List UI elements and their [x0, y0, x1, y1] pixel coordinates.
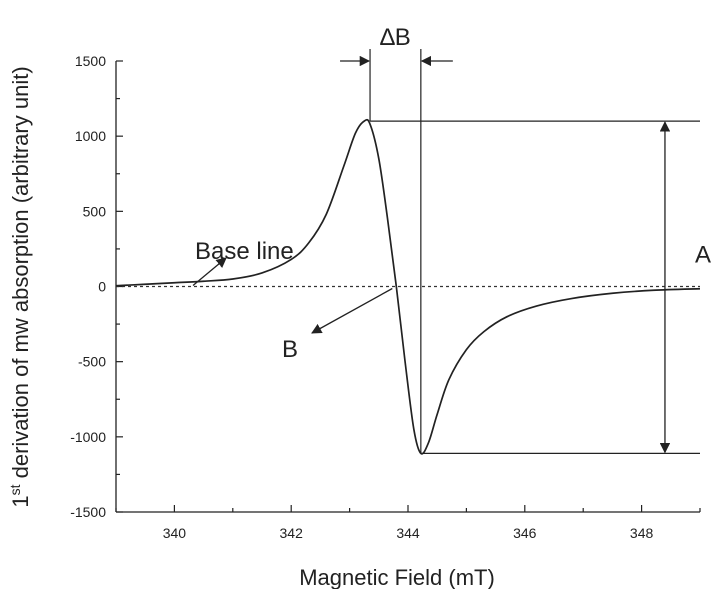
base-line-label: Base line [195, 238, 294, 265]
y-tick-label: 1000 [75, 128, 106, 144]
b-label: B [282, 336, 298, 363]
base-line-arrow [192, 257, 227, 286]
guide-lines [369, 49, 700, 454]
x-tick-label: 348 [630, 525, 654, 541]
x-tick-label: 342 [280, 525, 304, 541]
x-axis-ticks: 340 342 344 346 348 [115, 505, 701, 541]
y-tick-label: 1500 [75, 53, 106, 69]
y-axis-title-prefix: 1 [8, 495, 33, 507]
annotations: ∆B A B Base line [192, 24, 711, 454]
delta-b-label: ∆B [380, 24, 411, 51]
y-tick-label: 0 [98, 279, 106, 295]
y-tick-label: -1000 [70, 429, 106, 445]
y-tick-label: -1500 [70, 504, 106, 520]
y-axis-title: 1st derivation of mw absorption (arbitra… [7, 66, 33, 507]
x-tick-label: 340 [163, 525, 187, 541]
b-arrow [311, 287, 393, 334]
y-axis-title-rest: derivation of mw absorption (arbitrary u… [8, 66, 33, 484]
series-line [115, 118, 701, 455]
y-tick-label: 500 [83, 203, 107, 219]
y-axis-ticks: 1500 1000 500 0 -500 -1000 -1500 [70, 53, 123, 520]
x-tick-label: 346 [513, 525, 537, 541]
y-tick-label: -500 [78, 354, 106, 370]
y-axis-title-sup: st [7, 484, 23, 495]
a-label: A [695, 242, 711, 269]
x-tick-label: 344 [396, 525, 420, 541]
x-axis-title: Magnetic Field (mT) [299, 565, 495, 589]
